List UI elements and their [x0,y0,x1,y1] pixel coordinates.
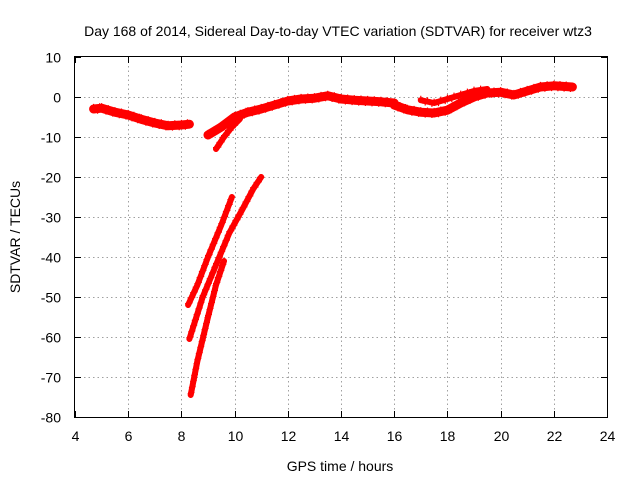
chart-title: Day 168 of 2014, Sidereal Day-to-day VTE… [84,23,592,39]
series-markers-arc-6 [185,194,235,307]
series-plus-markers [187,258,227,397]
series-markers-arc-2 [205,90,398,138]
y-tick-label: -80 [41,410,61,426]
x-tick-label: 10 [228,428,244,444]
series-markers-arc-3 [213,116,243,151]
series-markers-arc-7 [186,174,265,341]
y-tick-label: -50 [41,290,61,306]
series-plus-markers [185,194,235,307]
x-tick-label: 6 [125,428,133,444]
series-plus-markers [417,85,491,107]
y-tick-label: 10 [45,50,61,66]
series-plus-markers [213,116,243,151]
series-markers-arc-4 [391,80,576,118]
y-tick-label: -70 [41,370,61,386]
series-plus-markers [186,174,265,341]
y-tick-label: -20 [41,170,61,186]
grid [75,57,607,417]
axis-ticks: 4 6 8 10 12 14 16 18 20 22 24 10 0 -10 -20 -30 -40 -50 -60… [41,50,616,445]
x-tick-label: 22 [547,428,563,444]
y-tick-label: 0 [53,90,61,106]
x-tick-label: 18 [440,428,456,444]
y-tick-label: -30 [41,210,61,226]
series-plus-markers [391,80,576,118]
x-tick-label: 14 [334,428,350,444]
x-tick-label: 12 [281,428,297,444]
x-tick-label: 4 [72,428,80,444]
plot-frame [74,56,608,418]
x-tick-label: 16 [387,428,403,444]
series-markers-arc-5 [417,85,491,107]
series-plus-markers [90,103,193,131]
series-markers-arc-1 [90,103,193,131]
series-plus-markers [205,90,398,138]
y-tick-label: -60 [41,330,61,346]
y-axis-label: SDTVAR / TECUs [7,181,23,293]
y-tick-label: -10 [41,130,61,146]
x-axis-label: GPS time / hours [287,458,394,474]
y-tick-label: -40 [41,250,61,266]
x-tick-label: 8 [178,428,186,444]
x-tick-label: 20 [494,428,510,444]
series-markers-arc-8 [187,258,227,397]
x-tick-label: 24 [600,428,616,444]
data-series [89,80,577,398]
